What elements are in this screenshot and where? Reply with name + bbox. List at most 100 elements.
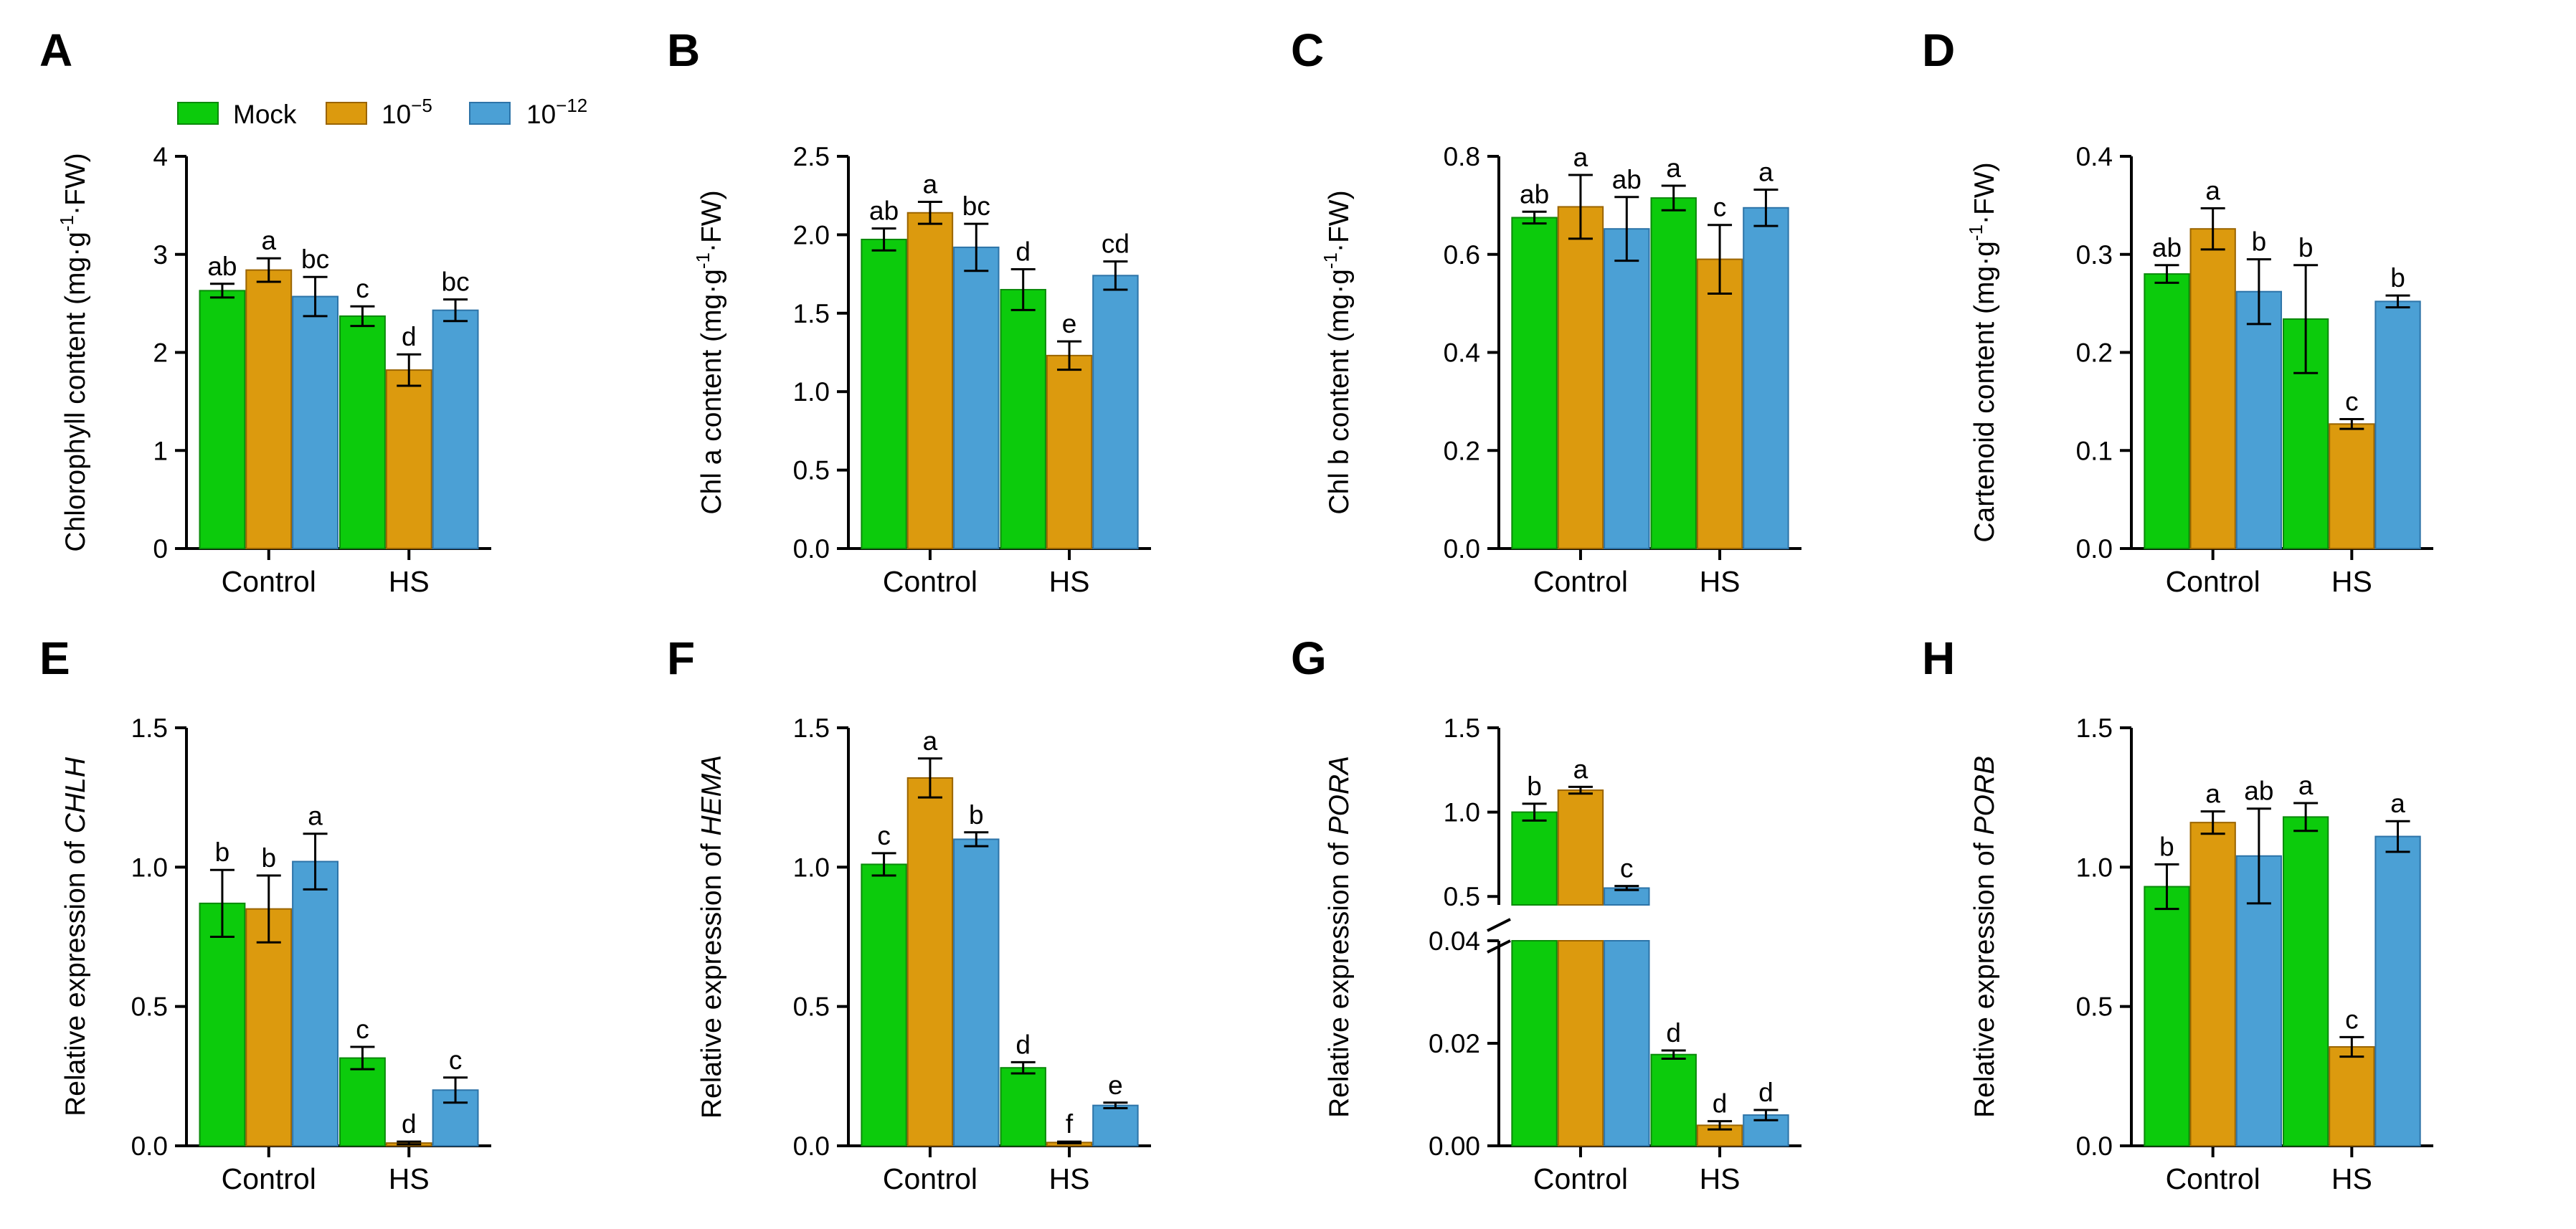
y-tick-label: 0.02 (1429, 1029, 1480, 1058)
bar-1e-5-lower (1557, 940, 1604, 1147)
legend-label-1e-5: 10−5 (382, 95, 432, 129)
significance-letter: a (2205, 779, 2220, 809)
significance-letter: ab (207, 252, 237, 281)
significance-letter: ab (2152, 233, 2182, 262)
significance-letter: a (1573, 143, 1588, 172)
panel-a: A Chlorophyll content (mg·g-1·FW) 0 1 2 3 4 Con… (39, 24, 491, 598)
bar-1e-5 (245, 908, 293, 1147)
significance-letter: a (923, 169, 938, 199)
y-axis-label-superscript: -1 (1320, 252, 1341, 269)
bar-mock (338, 1057, 386, 1147)
y-tick-label: 1.5 (1444, 713, 1480, 743)
x-category-label: Control (883, 565, 977, 598)
y-axis-label-text-end: ·FW) (60, 153, 91, 215)
y-tick-label: 0.0 (131, 1131, 168, 1161)
significance-letter: b (2252, 227, 2267, 257)
significance-letter: a (1758, 157, 1774, 186)
bar-1e-5 (1696, 258, 1743, 549)
y-axis-label-text: Chl a content (mg·g (696, 269, 727, 515)
significance-letter: a (923, 726, 938, 756)
panel-label-g: G (1291, 632, 1327, 684)
y-axis-label-superscript: -1 (692, 252, 714, 269)
legend-label-1e-12-exp: −12 (556, 95, 587, 116)
bar-1e-5 (245, 269, 293, 549)
significance-letter: a (2298, 771, 2314, 800)
bar-mock (199, 290, 246, 549)
y-tick-label: 0.00 (1429, 1131, 1480, 1161)
panel-d: D Cartenoid content (mg·g-1·FW) 0.0 0.1 0.2 0… (1922, 24, 2433, 598)
bar-1e-12 (1743, 207, 1789, 549)
panel-label-d: D (1922, 24, 1955, 76)
bar-1e-5 (2189, 822, 2236, 1147)
legend-swatch-1e-12 (469, 102, 511, 125)
significance-letter: c (1620, 854, 1634, 883)
panel-label-h: H (1922, 632, 1955, 684)
y-tick-label: 0.5 (131, 992, 168, 1022)
bar-1e-5 (2329, 423, 2375, 550)
significance-letter: c (1713, 193, 1727, 222)
significance-letter: a (1666, 153, 1681, 183)
y-axis-label-h: Relative expression of PORB (1969, 756, 2000, 1118)
significance-letter: f (1066, 1109, 1074, 1139)
y-axis-label-text-end: ·FW) (1324, 190, 1355, 252)
bar-mock (338, 315, 386, 549)
bar-1e-12 (432, 309, 479, 549)
y-axis-label-superscript: -1 (56, 215, 77, 232)
significance-letter: b (2298, 233, 2314, 262)
significance-letter: d (402, 322, 417, 351)
bar-1e-5 (906, 777, 954, 1147)
bar-1e-5-upper (1557, 789, 1604, 906)
bar-1e-5 (2189, 228, 2236, 549)
bar-mock (2282, 318, 2329, 549)
significance-letter: a (261, 226, 276, 255)
x-category-label: Control (222, 565, 316, 598)
bar-mock (1000, 288, 1046, 549)
bar-1e-5 (385, 369, 432, 549)
significance-letter: c (356, 274, 369, 303)
panel-label-f: F (667, 632, 695, 684)
significance-letter: a (2205, 176, 2220, 205)
significance-letter: d (1713, 1089, 1728, 1119)
bar-mock (2144, 886, 2190, 1147)
y-tick-label: 1.0 (793, 377, 830, 407)
panel-h: H Relative expression of PORB 0.0 0.5 1.0 1.5… (1922, 632, 2433, 1195)
gene-name: PORA (1324, 756, 1355, 835)
y-tick-label: 2 (153, 338, 168, 368)
legend-label-1e-5-exp: −5 (411, 95, 432, 116)
significance-letter: e (1062, 309, 1077, 338)
legend-swatch-mock (177, 102, 219, 125)
bar-1e-12 (292, 295, 339, 549)
y-axis-label-text: Relative expression of (696, 836, 727, 1119)
x-category-label: HS (1049, 565, 1090, 598)
significance-letter: b (2390, 263, 2405, 293)
gene-name: HEMA (696, 755, 727, 836)
y-axis-label-text: Relative expression of (60, 833, 91, 1116)
significance-letter: cd (1102, 229, 1130, 259)
significance-letter: a (308, 802, 323, 831)
panel-label-e: E (39, 632, 70, 684)
significance-letter: a (1573, 754, 1588, 784)
y-axis-label-g: Relative expression of PORA (1324, 756, 1355, 1118)
y-axis-label-superscript: -1 (1965, 224, 1987, 241)
significance-letter: ab (869, 196, 899, 226)
significance-letter: ab (1520, 179, 1549, 209)
bar-1e-12 (2235, 290, 2283, 549)
x-category-label: HS (1049, 1162, 1090, 1195)
y-tick-label: 1.5 (2076, 713, 2113, 743)
significance-letter: ab (1612, 165, 1642, 194)
y-tick-label: 0.8 (1444, 142, 1480, 171)
y-tick-label: 0.1 (2076, 436, 2113, 465)
significance-letter: c (449, 1045, 463, 1075)
x-category-label: Control (1533, 1162, 1628, 1195)
y-axis-label-text: Chlorophyll content (mg·g (60, 232, 91, 552)
y-tick-label: 0.4 (2076, 142, 2113, 171)
y-tick-label: 2.5 (793, 142, 830, 171)
significance-letter: b (215, 837, 230, 867)
bar-1e-5 (1046, 354, 1093, 549)
panel-g: G Relative expression of PORA 0.00 0.02 0.04… (1291, 632, 1801, 1195)
y-axis-label-text: Chl b content (mg·g (1324, 269, 1355, 515)
y-axis-label-c: Chl b content (mg·g-1·FW) (1320, 190, 1355, 514)
legend-label-1e-12-base: 10 (526, 100, 556, 129)
y-tick-label: 0.5 (793, 456, 830, 485)
